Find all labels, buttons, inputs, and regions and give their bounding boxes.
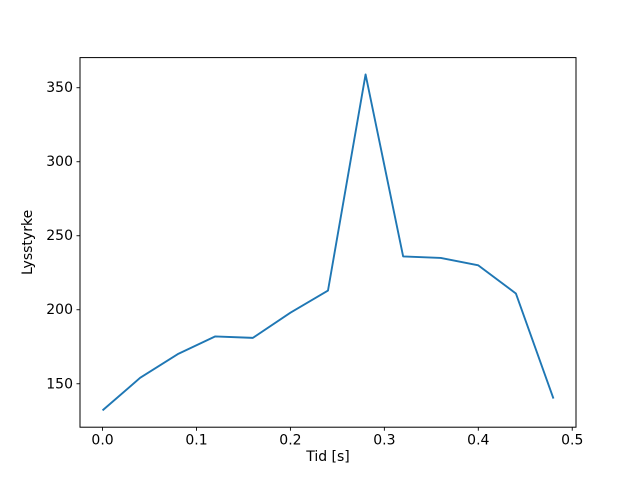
y-tick-label: 350 [46, 80, 73, 96]
x-tick-label: 0.3 [373, 433, 395, 449]
y-tick-label: 300 [46, 154, 73, 170]
plot-border [79, 57, 577, 428]
x-tick-label: 0.2 [279, 433, 301, 449]
y-tick-label: 150 [46, 376, 73, 392]
x-tick-label: 0.4 [467, 433, 489, 449]
x-tick-label: 0.0 [91, 433, 113, 449]
y-tick-label: 200 [46, 302, 73, 318]
x-tick-label: 0.1 [185, 433, 207, 449]
x-tick-label: 0.5 [561, 433, 583, 449]
data-line [101, 73, 555, 412]
x-axis-label: Tid [s] [305, 449, 350, 465]
y-tick-label: 250 [46, 228, 73, 244]
y-axis-label: Lysstyrke [20, 210, 36, 275]
